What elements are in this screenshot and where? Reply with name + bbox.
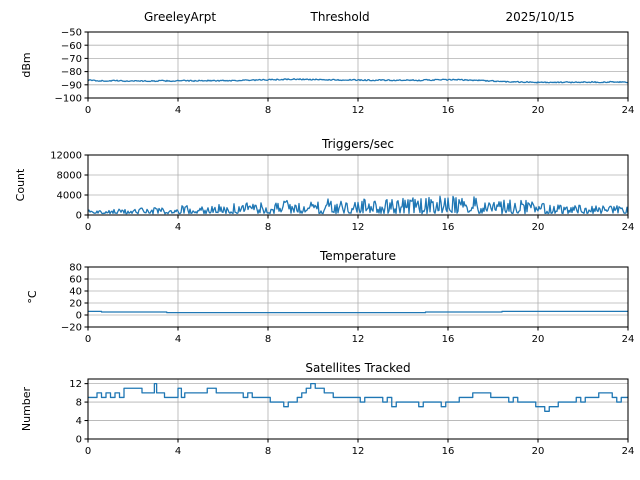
data-trace-temperature: [88, 310, 628, 314]
x-tick-label: 0: [85, 446, 91, 457]
axes-frame: [87, 266, 629, 328]
data-trace-threshold: [87, 78, 629, 84]
y-tick-label: 8: [76, 398, 82, 409]
x-tick-label: 8: [265, 334, 271, 345]
x-tick-label: 20: [532, 222, 545, 233]
y-tick-label: −60: [61, 41, 82, 52]
x-tick-label: 4: [175, 105, 181, 116]
y-tick-label: 20: [69, 299, 82, 310]
y-tick-label: 0: [76, 435, 82, 446]
x-tick-label: 12: [352, 446, 365, 457]
x-tick-label: 20: [532, 334, 545, 345]
y-tick-label: 0: [76, 311, 82, 322]
axes-frame: [87, 378, 629, 440]
data-trace-satellites: [88, 382, 628, 412]
x-tick-label: 12: [352, 105, 365, 116]
y-tick-label: 8000: [57, 171, 82, 182]
x-tick-label: 4: [175, 334, 181, 345]
x-tick-label: 16: [442, 446, 455, 457]
x-tick-label: 24: [622, 105, 635, 116]
y-tick-label: −20: [61, 323, 82, 334]
figure-title-station: GreeleyArpt: [144, 10, 217, 24]
y-tick-label: 40: [69, 287, 82, 298]
y-axis-label-triggers: Count: [14, 168, 27, 201]
y-tick-label: 12: [69, 379, 82, 390]
x-tick-label: 16: [442, 105, 455, 116]
x-tick-label: 16: [442, 334, 455, 345]
x-tick-label: 4: [175, 446, 181, 457]
x-tick-label: 8: [265, 222, 271, 233]
panel-title-satellites: Satellites Tracked: [305, 361, 410, 375]
figure-title-metric: Threshold: [310, 10, 370, 24]
x-tick-label: 16: [442, 222, 455, 233]
axes-frame: [87, 31, 629, 99]
y-tick-label: 80: [69, 263, 82, 274]
axes-frame: [87, 154, 629, 216]
panel-title-temperature: Temperature: [319, 249, 396, 263]
y-tick-label: 12000: [50, 151, 82, 162]
y-tick-label: −90: [61, 80, 82, 91]
y-axis-label-satellites: Number: [20, 386, 33, 431]
x-tick-label: 0: [85, 334, 91, 345]
panel-title-triggers: Triggers/sec: [321, 137, 394, 151]
x-tick-label: 24: [622, 334, 635, 345]
y-tick-label: −70: [61, 54, 82, 65]
y-tick-label: 4000: [57, 191, 82, 202]
y-tick-label: 60: [69, 275, 82, 286]
x-tick-label: 20: [532, 105, 545, 116]
x-tick-label: 12: [352, 222, 365, 233]
x-tick-label: 0: [85, 222, 91, 233]
figure-title-date: 2025/10/15: [505, 10, 575, 24]
x-tick-label: 0: [85, 105, 91, 116]
y-axis-label-threshold: dBm: [20, 52, 33, 77]
y-tick-label: −80: [61, 67, 82, 78]
x-tick-label: 24: [622, 222, 635, 233]
y-axis-label-temperature: °C: [26, 290, 39, 304]
x-tick-label: 4: [175, 222, 181, 233]
y-tick-label: 0: [76, 211, 82, 222]
x-tick-label: 24: [622, 446, 635, 457]
x-tick-label: 20: [532, 446, 545, 457]
data-trace-triggers: [87, 195, 629, 215]
y-tick-label: −50: [61, 28, 82, 39]
x-tick-label: 8: [265, 446, 271, 457]
y-tick-label: −100: [55, 94, 82, 105]
x-tick-label: 8: [265, 105, 271, 116]
x-tick-label: 12: [352, 334, 365, 345]
y-tick-label: 4: [76, 416, 82, 427]
